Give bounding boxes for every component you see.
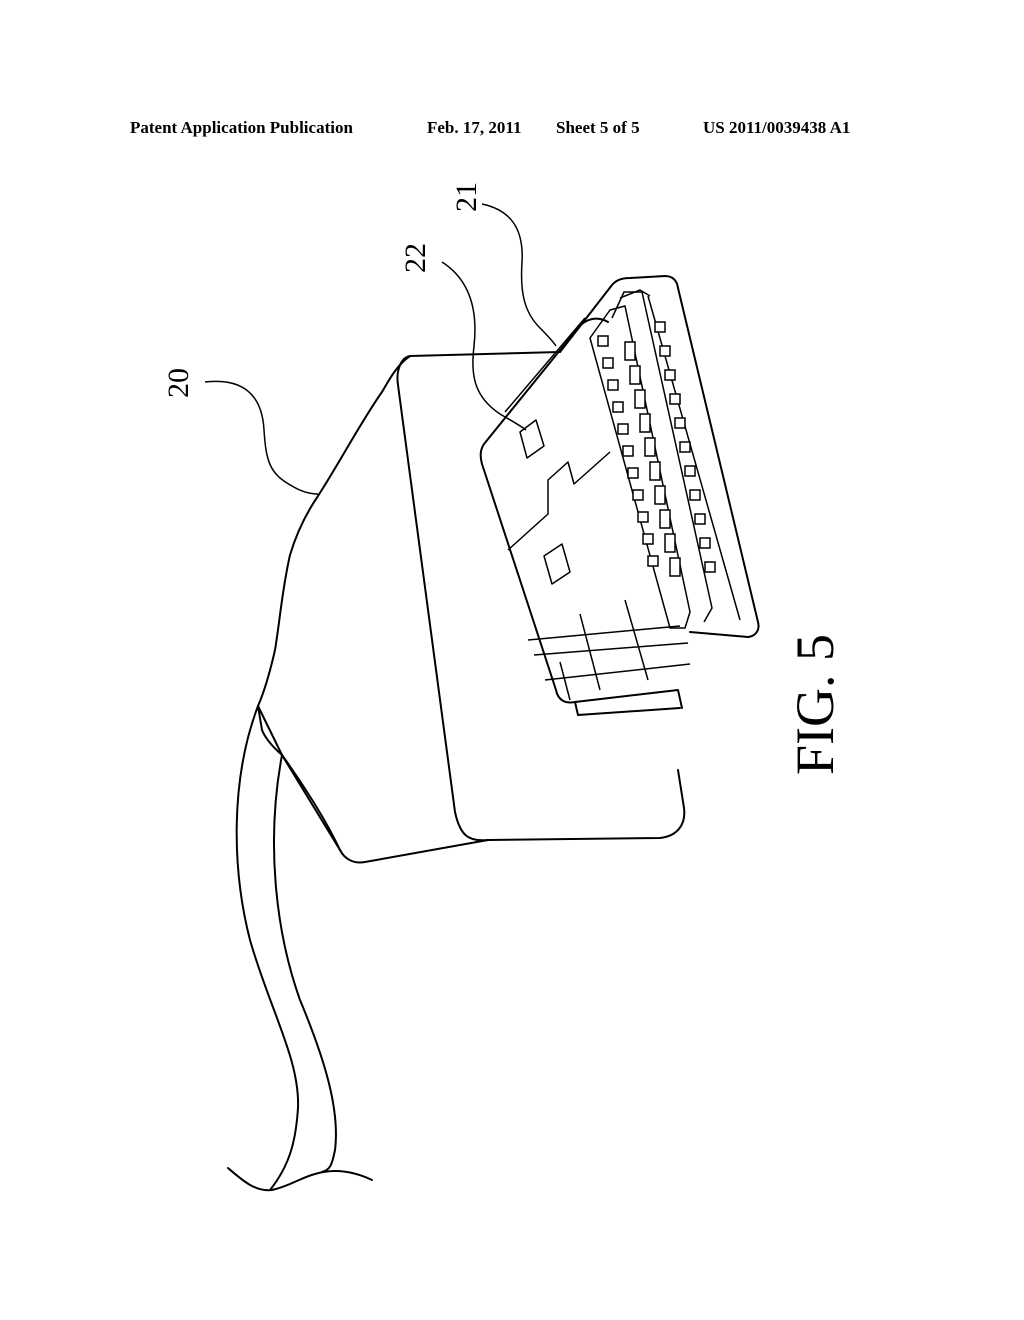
figure-label: FIG. 5: [785, 634, 845, 775]
header-sheet: Sheet 5 of 5: [556, 118, 640, 137]
ref-numeral-21: 21: [450, 182, 483, 212]
header-date: Feb. 17, 2011: [427, 118, 522, 137]
connector-housing: [257, 351, 686, 864]
header-publication: Patent Application Publication: [130, 118, 353, 137]
leader-lines: [204, 203, 557, 495]
cable: [227, 705, 373, 1192]
plug-shell: [479, 275, 760, 716]
ref-numeral-22: 22: [399, 243, 432, 273]
ref-numeral-20: 20: [162, 368, 195, 398]
contact-pins: [597, 321, 716, 577]
header-patent-number: US 2011/0039438 A1: [703, 118, 851, 137]
